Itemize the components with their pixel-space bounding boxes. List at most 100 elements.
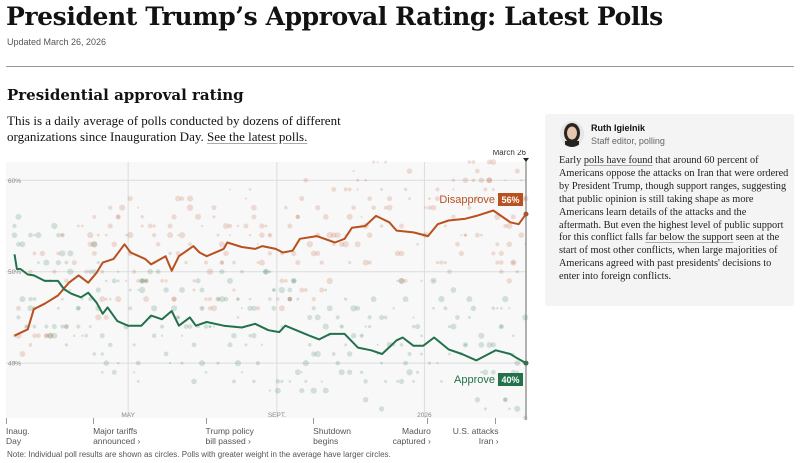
approve-poll-dot — [231, 332, 237, 339]
event-label-line: captured › — [392, 435, 431, 446]
approve-poll-dot — [376, 343, 379, 346]
disapprove-poll-dot — [463, 233, 468, 237]
disapprove-poll-dot — [84, 269, 89, 274]
approve-poll-dot — [271, 305, 277, 311]
approve-poll-dot — [128, 306, 133, 311]
disapprove-poll-dot — [107, 223, 113, 229]
approve-poll-dot — [132, 343, 136, 347]
disapprove-poll-dot — [259, 232, 265, 238]
disapprove-poll-dot — [204, 297, 208, 301]
event-label[interactable]: Trump policy bill passed › — [206, 426, 254, 446]
disapprove-poll-dot — [140, 279, 144, 283]
disapprove-poll-dot — [292, 279, 295, 283]
disapprove-poll-dot — [319, 260, 324, 265]
approve-poll-dot — [92, 352, 97, 356]
disapprove-poll-dot — [228, 188, 231, 191]
approve-poll-dot — [403, 360, 408, 366]
approve-poll-dot — [244, 343, 248, 347]
disapprove-poll-dot — [398, 277, 405, 284]
disapprove-poll-dot — [491, 187, 495, 191]
approve-poll-dot — [455, 315, 460, 320]
approve-poll-dot — [180, 334, 184, 337]
approve-poll-dot — [447, 325, 451, 329]
avatar — [560, 121, 584, 147]
disapprove-poll-dot — [360, 215, 363, 218]
disapprove-poll-dot — [495, 260, 500, 265]
disapprove-poll-dot — [248, 233, 252, 237]
disapprove-poll-dot — [160, 278, 164, 283]
disapprove-poll-dot — [295, 214, 300, 219]
author-role: Staff editor, polling — [591, 136, 665, 146]
approve-poll-dot — [350, 332, 357, 339]
disapprove-poll-dot — [326, 231, 333, 239]
disapprove-poll-dot — [384, 160, 388, 164]
disapprove-poll-dot — [119, 204, 126, 211]
approve-poll-dot — [223, 296, 229, 302]
disapprove-poll-dot — [474, 196, 480, 202]
approve-poll-dot — [514, 405, 521, 412]
disapprove-poll-dot — [498, 250, 504, 256]
event-label-line: Major tariffs — [93, 426, 138, 436]
latest-polls-link[interactable]: See the latest polls. — [207, 129, 308, 144]
event-label[interactable]: U.S. attacks Iran › — [453, 426, 499, 446]
disapprove-poll-dot — [319, 287, 325, 293]
approve-poll-dot — [438, 295, 445, 303]
divider — [6, 66, 794, 67]
disapprove-poll-dot — [428, 197, 431, 201]
approve-poll-dot — [522, 314, 529, 321]
disapprove-poll-dot — [486, 177, 493, 184]
approve-poll-dot — [176, 315, 181, 320]
far-below-link[interactable]: far below the support — [645, 232, 734, 244]
disapprove-poll-dot — [435, 187, 440, 192]
disapprove-poll-dot — [227, 223, 233, 229]
disapprove-poll-dot — [520, 179, 523, 182]
approve-poll-dot — [420, 334, 423, 338]
event-label[interactable]: Maduro captured › — [392, 426, 431, 446]
approve-poll-dot — [212, 325, 216, 328]
disapprove-poll-dot — [256, 261, 260, 264]
disapprove-poll-dot — [386, 204, 393, 211]
approve-poll-dot — [310, 387, 317, 394]
disapprove-poll-dot — [220, 260, 224, 265]
approve-poll-dot — [231, 379, 236, 384]
approve-poll-dot — [450, 287, 457, 293]
approve-poll-dot — [272, 288, 275, 292]
approve-poll-dot — [137, 288, 140, 292]
approve-poll-dot — [226, 277, 233, 284]
disapprove-poll-dot — [207, 297, 213, 302]
disapprove-poll-dot — [464, 233, 467, 237]
event-label[interactable]: Major tariffs announced › — [93, 426, 140, 446]
approve-poll-dot — [299, 387, 305, 394]
event-tick — [205, 418, 207, 424]
disapprove-poll-dot — [486, 159, 492, 165]
approve-poll-dot — [507, 407, 511, 411]
disapprove-poll-dot — [164, 279, 168, 283]
approve-poll-dot — [294, 369, 301, 376]
analyst-note-body: Early polls have found that around 60 pe… — [559, 155, 789, 284]
approve-poll-dot — [168, 361, 172, 365]
approve-poll-dot — [344, 297, 348, 301]
disapprove-poll-dot — [343, 187, 348, 192]
disapprove-poll-dot — [330, 232, 337, 238]
disapprove-poll-dot — [299, 287, 305, 293]
approve-line — [13, 254, 527, 364]
disapprove-poll-dot — [331, 186, 337, 192]
approve-poll-dot — [160, 334, 164, 337]
approve-poll-dot — [307, 343, 312, 347]
approve-poll-dot — [287, 287, 293, 293]
disapprove-poll-dot — [194, 213, 202, 220]
approve-poll-dot — [28, 296, 33, 302]
approve-poll-dot — [195, 278, 201, 284]
approve-poll-dot — [302, 360, 309, 367]
approve-poll-dot — [88, 297, 93, 302]
approve-poll-dot — [311, 351, 317, 357]
disapprove-poll-dot — [346, 213, 353, 220]
approve-poll-dot — [320, 380, 323, 383]
approve-poll-dot — [450, 323, 457, 330]
approve-poll-dot — [81, 334, 84, 337]
disapprove-poll-dot — [510, 214, 516, 220]
approve-poll-dot — [19, 296, 26, 303]
approve-poll-dot — [271, 288, 276, 292]
disapprove-poll-dot — [71, 259, 77, 266]
polls-found-link[interactable]: polls have found — [583, 155, 653, 166]
